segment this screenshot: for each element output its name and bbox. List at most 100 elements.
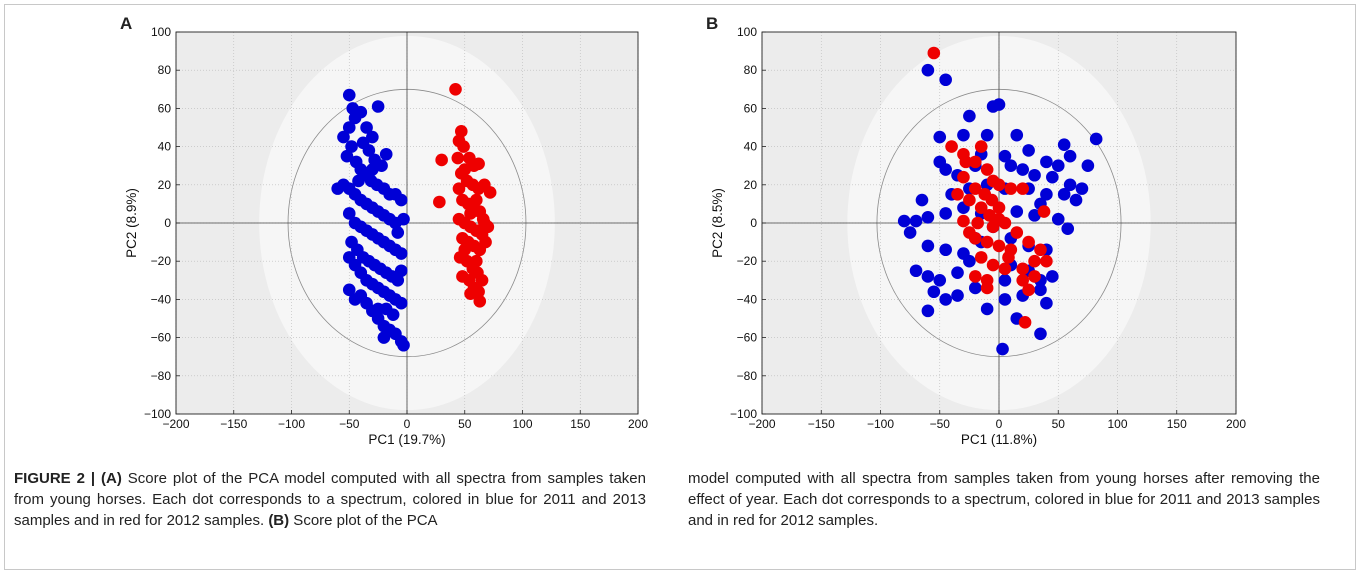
x-tick-label: −200 bbox=[162, 417, 189, 431]
data-point-blue bbox=[1028, 209, 1041, 222]
data-point-red bbox=[971, 216, 984, 230]
data-point-blue bbox=[379, 302, 393, 316]
data-point-red bbox=[992, 201, 1006, 215]
data-point-blue bbox=[921, 63, 935, 77]
data-point-blue bbox=[939, 293, 952, 306]
x-tick-label: 150 bbox=[570, 417, 590, 431]
x-tick-label: 200 bbox=[1226, 417, 1246, 431]
data-point-blue bbox=[921, 239, 935, 253]
data-point-red bbox=[1028, 254, 1041, 268]
x-tick-label: 150 bbox=[1167, 417, 1187, 431]
data-point-blue bbox=[1089, 132, 1103, 146]
data-point-blue bbox=[927, 285, 941, 299]
data-point-red bbox=[974, 140, 988, 153]
y-tick-label: −100 bbox=[730, 407, 757, 421]
data-point-blue bbox=[1016, 163, 1029, 176]
panel-b-x-axis-label: PC1 (11.8%) bbox=[961, 432, 1037, 447]
data-point-red bbox=[959, 155, 973, 169]
y-tick-label: −80 bbox=[151, 369, 172, 383]
data-point-red bbox=[1028, 270, 1041, 283]
x-tick-label: 0 bbox=[996, 417, 1003, 431]
data-point-red bbox=[998, 216, 1012, 230]
data-point-blue bbox=[342, 251, 356, 264]
data-point-blue bbox=[921, 304, 935, 318]
y-tick-label: 100 bbox=[737, 25, 757, 39]
data-point-red bbox=[963, 226, 976, 239]
data-point-blue bbox=[980, 302, 994, 316]
data-point-blue bbox=[394, 247, 408, 260]
data-point-blue bbox=[939, 73, 952, 87]
y-tick-label: −100 bbox=[144, 407, 171, 421]
data-point-blue bbox=[1040, 188, 1053, 201]
y-tick-label: 20 bbox=[744, 178, 758, 192]
data-point-blue bbox=[1069, 193, 1083, 207]
y-tick-label: −80 bbox=[737, 369, 758, 383]
data-point-blue bbox=[1046, 170, 1059, 184]
data-point-blue bbox=[1004, 159, 1018, 172]
panel-b-letter: B bbox=[706, 14, 719, 33]
data-point-blue bbox=[903, 226, 917, 239]
y-tick-label: 40 bbox=[158, 140, 172, 154]
data-point-blue bbox=[1063, 178, 1077, 192]
x-tick-label: 50 bbox=[458, 417, 472, 431]
data-point-red bbox=[992, 178, 1006, 192]
y-tick-label: 60 bbox=[158, 101, 172, 115]
data-point-red bbox=[1002, 251, 1015, 264]
data-point-blue bbox=[998, 293, 1012, 306]
y-tick-label: −40 bbox=[737, 292, 758, 306]
x-tick-label: −50 bbox=[339, 417, 360, 431]
y-tick-label: 80 bbox=[158, 63, 172, 77]
data-point-red bbox=[464, 207, 477, 220]
panel-a-letter: A bbox=[120, 14, 133, 33]
y-tick-label: −20 bbox=[151, 254, 172, 268]
data-point-red bbox=[1018, 316, 1032, 329]
data-point-red bbox=[945, 140, 958, 153]
data-point-blue bbox=[939, 243, 952, 257]
data-point-red bbox=[986, 220, 1000, 234]
data-point-red bbox=[470, 254, 483, 268]
panel-b-y-axis-label: PC2 (8.5%) bbox=[710, 188, 725, 258]
data-point-blue bbox=[397, 212, 410, 226]
data-point-red bbox=[1010, 226, 1024, 239]
data-point-blue bbox=[394, 264, 408, 278]
data-point-red bbox=[464, 287, 477, 300]
data-point-blue bbox=[1022, 144, 1035, 157]
data-point-red bbox=[1004, 182, 1018, 195]
data-point-blue bbox=[897, 214, 911, 228]
data-point-blue bbox=[362, 144, 376, 157]
data-point-red bbox=[1016, 274, 1029, 287]
data-point-blue bbox=[1040, 296, 1053, 310]
y-tick-label: −20 bbox=[737, 254, 758, 268]
data-point-blue bbox=[360, 121, 373, 134]
data-point-red bbox=[1037, 205, 1051, 218]
y-tick-label: 0 bbox=[164, 216, 171, 230]
data-point-red bbox=[986, 258, 1000, 272]
data-point-red bbox=[980, 163, 994, 176]
x-tick-label: 100 bbox=[1107, 417, 1127, 431]
panel-b-scatter-plot: −200 −150 −100 −50 0 50 100 150 200−100−80−60−40… bbox=[710, 25, 1246, 447]
data-point-blue bbox=[980, 128, 994, 142]
data-point-red bbox=[983, 209, 996, 222]
data-point-red bbox=[472, 157, 485, 171]
data-point-blue bbox=[1081, 159, 1095, 172]
x-tick-label: −150 bbox=[220, 417, 247, 431]
data-point-blue bbox=[998, 274, 1012, 287]
data-point-blue bbox=[1075, 182, 1089, 195]
data-point-blue bbox=[992, 98, 1006, 111]
data-point-blue bbox=[366, 130, 379, 144]
data-point-blue bbox=[1010, 205, 1024, 218]
data-point-blue bbox=[342, 283, 356, 297]
data-point-red bbox=[969, 182, 982, 195]
data-point-red bbox=[452, 182, 466, 195]
data-point-red bbox=[1016, 262, 1029, 276]
data-point-red bbox=[478, 216, 491, 230]
panel-b: B −200 −150 −100 −50 0 50 100 150 200 −100 −80 −60−… bbox=[700, 14, 1340, 454]
data-point-blue bbox=[996, 342, 1009, 356]
figure-frame bbox=[4, 4, 1356, 570]
data-point-blue bbox=[951, 266, 964, 279]
data-point-red bbox=[457, 140, 470, 153]
data-point-red bbox=[957, 214, 970, 228]
data-point-blue bbox=[1057, 188, 1071, 201]
x-tick-label: −100 bbox=[278, 417, 305, 431]
data-point-red bbox=[449, 83, 462, 96]
